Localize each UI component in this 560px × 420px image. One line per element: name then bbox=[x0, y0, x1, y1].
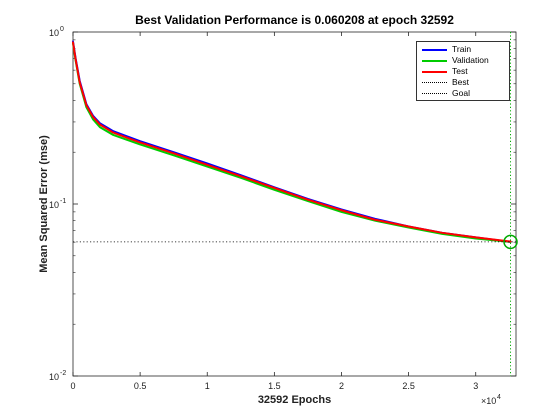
best-marker bbox=[503, 234, 518, 250]
legend-item-validation: Validation bbox=[417, 55, 509, 66]
legend: Train Validation Test Best Goal bbox=[416, 41, 510, 101]
y-tick-label: 10 bbox=[49, 200, 59, 210]
x-tick-label: 1 bbox=[205, 381, 210, 391]
y-tick-label: 10 bbox=[49, 372, 59, 382]
x-tick-label: 2 bbox=[339, 381, 344, 391]
y-tick-label: 10 bbox=[49, 28, 59, 38]
legend-item-best: Best bbox=[417, 77, 509, 88]
legend-line-train bbox=[422, 49, 447, 51]
legend-item-goal: Goal bbox=[417, 88, 509, 99]
x-tick-label: 0.5 bbox=[134, 381, 147, 391]
axes bbox=[72, 31, 517, 377]
best-markers bbox=[73, 32, 518, 376]
legend-label-best: Best bbox=[452, 77, 470, 87]
x-exponent-label: ×10 bbox=[481, 396, 496, 406]
plot-lines bbox=[72, 40, 512, 243]
chart-title: Best Validation Performance is 0.060208 … bbox=[135, 13, 454, 27]
x-tick-label: 1.5 bbox=[268, 381, 281, 391]
x-exponent-power: 4 bbox=[497, 394, 501, 401]
x-tick-label: 0 bbox=[70, 381, 75, 391]
y-tick-exponent: 0 bbox=[60, 26, 64, 33]
x-tick-label: 3 bbox=[473, 381, 478, 391]
legend-label-test: Test bbox=[452, 66, 468, 76]
legend-line-test bbox=[422, 71, 447, 73]
legend-label-train: Train bbox=[452, 44, 472, 54]
legend-line-best bbox=[422, 82, 447, 83]
tick-labels: 0 0.5 1 1.5 2 2.5 310-210-110 0×10 4 bbox=[49, 26, 501, 406]
legend-label-goal: Goal bbox=[452, 88, 470, 98]
y-axis-label: Mean Squared Error (mse) bbox=[38, 135, 50, 273]
x-tick-label: 2.5 bbox=[402, 381, 415, 391]
y-tick-exponent: -1 bbox=[60, 198, 66, 205]
test-line bbox=[72, 41, 512, 243]
legend-item-test: Test bbox=[417, 66, 509, 77]
legend-label-validation: Validation bbox=[452, 55, 489, 65]
legend-item-train: Train bbox=[417, 44, 509, 55]
y-tick-exponent: -2 bbox=[60, 370, 66, 377]
legend-line-validation bbox=[422, 60, 447, 62]
x-axis-label: 32592 Epochs bbox=[257, 394, 332, 406]
legend-line-goal bbox=[422, 93, 447, 94]
